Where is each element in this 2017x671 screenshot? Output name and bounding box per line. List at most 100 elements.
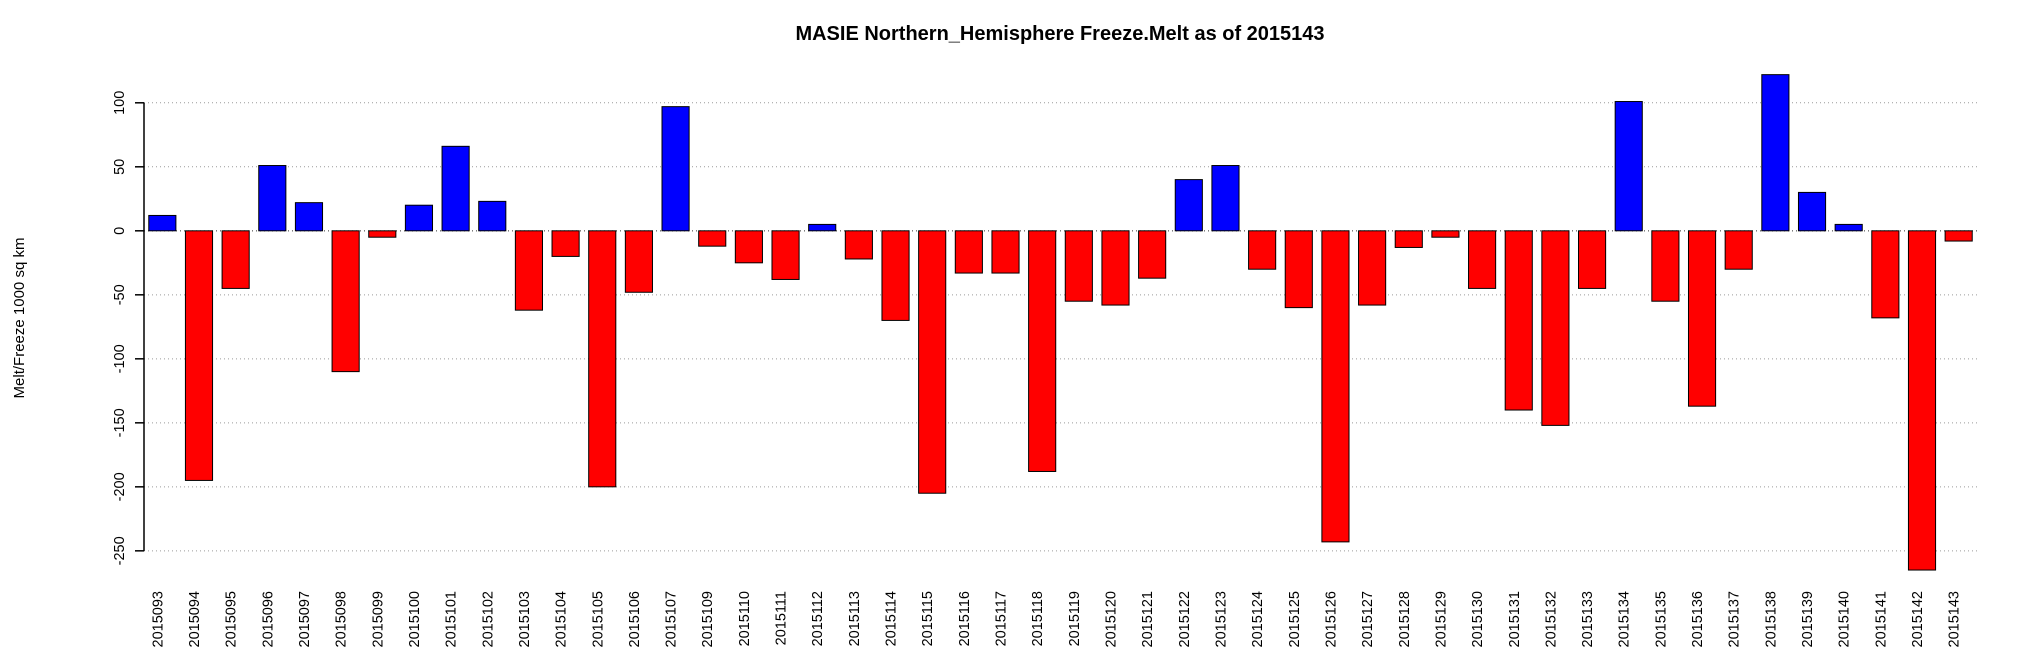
x-tick-label: 2015142 bbox=[1910, 591, 1926, 647]
x-tick-label: 2015131 bbox=[1507, 591, 1523, 647]
bar-2015099 bbox=[368, 230, 397, 238]
y-axis bbox=[135, 102, 145, 552]
x-tick-label: 2015114 bbox=[884, 591, 900, 646]
bar-2015094 bbox=[184, 230, 214, 481]
bar-2015132 bbox=[1541, 230, 1570, 426]
bar-2015138 bbox=[1761, 74, 1790, 232]
x-tick-label: 2015135 bbox=[1653, 591, 1669, 647]
x-tick-label: 2015106 bbox=[627, 591, 643, 647]
bar-2015110 bbox=[734, 230, 763, 264]
x-tick-label: 2015126 bbox=[1323, 591, 1339, 647]
x-tick-label: 2015124 bbox=[1250, 591, 1266, 647]
x-tick-label: 2015093 bbox=[150, 591, 166, 647]
bar-2015106 bbox=[624, 230, 653, 293]
x-tick-label: 2015139 bbox=[1800, 591, 1816, 647]
bar-2015113 bbox=[844, 230, 873, 260]
x-tick-label: 2015109 bbox=[700, 591, 716, 647]
bar-2015112 bbox=[808, 223, 837, 232]
bar-2015128 bbox=[1394, 230, 1423, 248]
x-tick-label: 2015130 bbox=[1470, 591, 1486, 647]
x-tick-label: 2015134 bbox=[1617, 591, 1633, 647]
bar-2015102 bbox=[478, 200, 507, 232]
bar-2015117 bbox=[991, 230, 1020, 274]
x-tick-label: 2015138 bbox=[1763, 591, 1779, 647]
x-tick-label: 2015103 bbox=[517, 591, 533, 647]
bar-2015135 bbox=[1651, 230, 1680, 302]
x-tick-label: 2015117 bbox=[994, 591, 1010, 646]
tick-label-layer: 100 50 0 -50 -100 -150 -200 -250 2015093 2015094 2… bbox=[112, 91, 1963, 648]
y-tick-label: 0 bbox=[112, 227, 128, 235]
bar-2015133 bbox=[1578, 230, 1607, 289]
x-tick-label: 2015101 bbox=[444, 591, 460, 647]
bar-2015131 bbox=[1504, 230, 1533, 411]
bar-2015125 bbox=[1284, 230, 1313, 309]
bar-2015093 bbox=[148, 214, 177, 232]
x-tick-label: 2015140 bbox=[1837, 591, 1853, 647]
x-tick-label: 2015096 bbox=[260, 591, 276, 647]
bar-2015107 bbox=[661, 106, 690, 232]
x-tick-label: 2015123 bbox=[1213, 591, 1229, 647]
bar-2015105 bbox=[588, 230, 617, 488]
bar-2015143 bbox=[1944, 230, 1973, 242]
bar-2015098 bbox=[331, 230, 360, 373]
y-tick-label: 50 bbox=[112, 159, 128, 175]
x-tick-label: 2015097 bbox=[297, 591, 313, 647]
x-tick-label: 2015132 bbox=[1543, 591, 1559, 647]
bar-2015142 bbox=[1907, 230, 1937, 571]
bar-2015139 bbox=[1797, 191, 1827, 232]
x-tick-label: 2015099 bbox=[370, 591, 386, 647]
bar-2015119 bbox=[1064, 230, 1093, 302]
x-tick-label: 2015127 bbox=[1360, 591, 1376, 647]
x-tick-label: 2015094 bbox=[187, 591, 203, 647]
bar-2015136 bbox=[1687, 230, 1717, 407]
x-tick-label: 2015128 bbox=[1397, 591, 1413, 647]
y-tick-label: -100 bbox=[112, 344, 128, 373]
bar-2015097 bbox=[294, 202, 324, 232]
x-tick-label: 2015104 bbox=[554, 591, 570, 647]
bar-2015116 bbox=[954, 230, 983, 274]
x-tick-label: 2015098 bbox=[334, 591, 350, 647]
bar-2015141 bbox=[1871, 230, 1900, 319]
bar-2015121 bbox=[1138, 230, 1167, 279]
bar-2015101 bbox=[441, 145, 470, 232]
bar-2015124 bbox=[1248, 230, 1277, 270]
y-tick-label: -250 bbox=[112, 536, 128, 565]
x-tick-label: 2015118 bbox=[1030, 591, 1046, 646]
x-tick-label: 2015143 bbox=[1947, 591, 1963, 647]
chart-title: MASIE Northern_Hemisphere Freeze.Melt as… bbox=[795, 23, 1324, 45]
x-tick-label: 2015102 bbox=[480, 591, 496, 647]
bar-2015126 bbox=[1321, 230, 1350, 543]
bar-2015095 bbox=[221, 230, 250, 289]
x-tick-label: 2015095 bbox=[224, 591, 240, 647]
bars-layer bbox=[148, 74, 1973, 571]
bar-2015104 bbox=[551, 230, 580, 257]
x-tick-label: 2015105 bbox=[590, 591, 606, 647]
y-tick-label: 100 bbox=[112, 91, 128, 115]
bar-2015137 bbox=[1724, 230, 1753, 270]
bar-2015134 bbox=[1614, 101, 1643, 232]
bar-2015120 bbox=[1101, 230, 1130, 306]
bar-2015109 bbox=[698, 230, 727, 247]
bar-2015140 bbox=[1834, 223, 1863, 232]
bar-2015123 bbox=[1211, 165, 1240, 232]
bar-2015103 bbox=[514, 230, 543, 311]
bar-2015100 bbox=[404, 204, 434, 232]
bar-2015096 bbox=[258, 165, 287, 232]
x-tick-label: 2015136 bbox=[1690, 591, 1706, 647]
x-tick-label: 2015125 bbox=[1287, 591, 1303, 647]
x-tick-label: 2015112 bbox=[810, 591, 826, 646]
y-tick-label: -150 bbox=[112, 408, 128, 437]
x-tick-label: 2015133 bbox=[1580, 591, 1596, 647]
x-tick-label: 2015116 bbox=[957, 591, 973, 646]
x-tick-label: 2015119 bbox=[1067, 591, 1083, 646]
x-tick-label: 2015129 bbox=[1433, 591, 1449, 647]
x-tick-label: 2015120 bbox=[1103, 591, 1119, 647]
x-tick-label: 2015141 bbox=[1873, 591, 1889, 647]
bar-2015111 bbox=[771, 230, 800, 280]
y-axis-label: Melt/Freeze 1000 sq km bbox=[11, 238, 28, 399]
x-tick-label: 2015110 bbox=[737, 591, 753, 646]
grid-layer bbox=[144, 102, 1977, 552]
bar-2015118 bbox=[1028, 230, 1057, 472]
